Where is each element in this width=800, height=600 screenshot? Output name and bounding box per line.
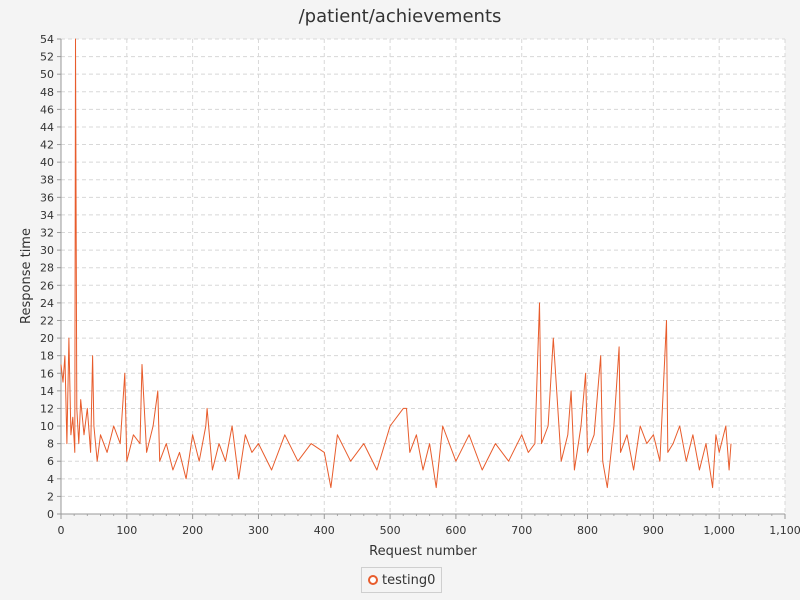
x-axis-label: Request number (369, 544, 477, 559)
series-layer (60, 38, 732, 489)
y-tick-label: 54 (40, 33, 54, 46)
chart-title: /patient/achievements (298, 6, 502, 27)
x-tick-label: 900 (643, 524, 664, 537)
x-tick-label: 200 (182, 524, 203, 537)
x-tick-label: 100 (116, 524, 137, 537)
y-tick-label: 38 (40, 174, 54, 187)
x-tick-label: 600 (445, 524, 466, 537)
y-axis-label: Response time (19, 228, 34, 324)
y-tick-label: 20 (40, 332, 54, 345)
axes: 0246810121416182022242628303234363840424… (40, 33, 800, 537)
x-tick-label: 500 (380, 524, 401, 537)
y-tick-label: 8 (47, 438, 54, 451)
y-tick-label: 40 (40, 156, 54, 169)
y-tick-label: 52 (40, 51, 54, 64)
y-tick-label: 32 (40, 227, 54, 240)
y-tick-label: 2 (47, 490, 54, 503)
x-tick-label: 1,100 (769, 524, 800, 537)
y-tick-label: 14 (40, 385, 54, 398)
y-tick-label: 36 (40, 191, 54, 204)
y-tick-label: 42 (40, 139, 54, 152)
y-tick-label: 44 (40, 121, 54, 134)
legend-label: testing0 (382, 572, 436, 588)
x-tick-label: 700 (511, 524, 532, 537)
y-tick-label: 16 (40, 367, 54, 380)
y-tick-label: 34 (40, 209, 54, 222)
y-tick-label: 4 (47, 473, 54, 486)
x-tick-label: 800 (577, 524, 598, 537)
y-tick-label: 0 (47, 508, 54, 521)
y-tick-label: 24 (40, 297, 54, 310)
y-tick-label: 50 (40, 68, 54, 81)
series-line-testing0 (60, 38, 732, 489)
grid (61, 38, 786, 514)
legend: testing0 (361, 567, 443, 593)
y-tick-label: 18 (40, 350, 54, 363)
y-tick-label: 46 (40, 103, 54, 116)
legend-marker-icon (368, 575, 378, 585)
y-tick-label: 22 (40, 314, 54, 327)
y-tick-label: 10 (40, 420, 54, 433)
y-tick-label: 6 (47, 455, 54, 468)
plot-area (61, 39, 785, 514)
y-tick-label: 48 (40, 86, 54, 99)
y-tick-label: 28 (40, 262, 54, 275)
y-tick-label: 26 (40, 279, 54, 292)
y-tick-label: 12 (40, 402, 54, 415)
x-tick-label: 0 (58, 524, 65, 537)
y-tick-label: 30 (40, 244, 54, 257)
x-tick-label: 300 (248, 524, 269, 537)
x-tick-label: 400 (314, 524, 335, 537)
x-tick-label: 1,000 (703, 524, 735, 537)
